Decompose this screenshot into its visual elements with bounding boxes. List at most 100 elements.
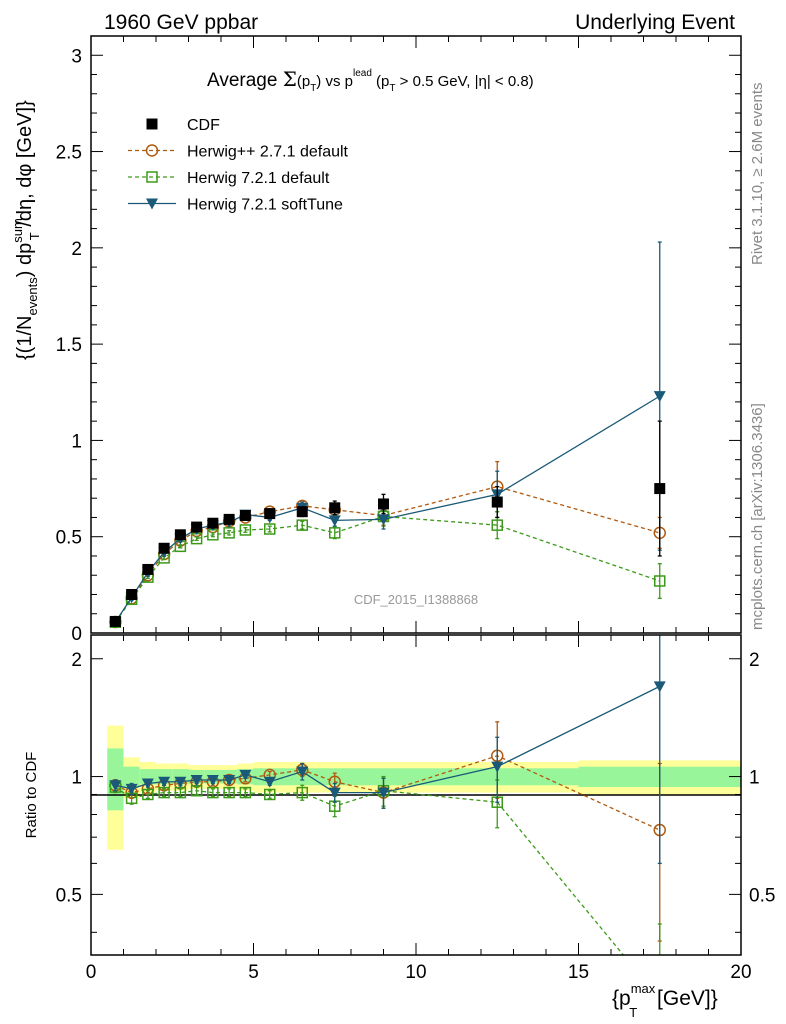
cdf-point (223, 513, 235, 525)
ratio-band-inner (123, 766, 140, 788)
x-tick-label: 20 (730, 962, 751, 983)
legend-label: Herwig 7.2.1 softTune (187, 197, 343, 214)
ratio-y-tick-label-right: 2 (749, 650, 760, 671)
ratio-1-point (207, 786, 219, 799)
x-tick-label: 5 (248, 962, 259, 983)
ratio-1-point (296, 786, 308, 799)
ratio-2-point (174, 776, 187, 788)
y-tick-label: 3 (71, 46, 82, 67)
cdf-point (191, 521, 203, 533)
ylabel-b: ) dp (14, 243, 36, 277)
cdf-point (158, 542, 170, 554)
ratio-2-point (296, 766, 309, 778)
watermark-label: CDF_2015_I1388868 (354, 592, 478, 607)
x-tick-label: 0 (86, 962, 97, 983)
y-axis-label: {(1/Nevents) dpsum T /dη, dφ [GeV]} (10, 100, 42, 360)
ratio-2-point (223, 774, 236, 786)
ratio-1-point (264, 788, 276, 801)
title-cut: (p (372, 73, 390, 90)
ratio-y-tick-label-right: 0.5 (749, 885, 775, 906)
cdf-point (126, 588, 138, 600)
ylabel-a: {(1/N (14, 316, 36, 360)
title-open: (p (297, 73, 310, 90)
y-tick-label: 1.5 (56, 335, 82, 356)
title-vs: vs p (321, 73, 353, 90)
legend-marker (146, 171, 158, 183)
ratio-2-point (239, 769, 252, 781)
ratio-2-point (206, 774, 219, 786)
ratio-2-point (141, 778, 154, 790)
cdf-point (142, 563, 154, 575)
x-tick-label: 10 (405, 962, 426, 983)
legend-label: Herwig 7.2.1 default (187, 170, 330, 187)
title-prefix: Average (207, 70, 283, 91)
axes: 0 5 10 15 20 0 0.5 1 1.5 2 2.5 3 0.5 0.5 1 1 2 2 (56, 35, 775, 983)
main-plot-area (109, 241, 666, 629)
ratio-2-point (190, 774, 203, 786)
series-1-point (654, 575, 666, 587)
series-1-point (491, 519, 503, 531)
x-tick-label: 15 (568, 962, 589, 983)
ratio-2-point (158, 776, 171, 788)
y-tick-label: 0 (71, 624, 82, 645)
title-sup-lead: lead (353, 68, 372, 79)
cdf-point (264, 508, 276, 520)
cdf-point (174, 529, 186, 541)
plot-title: Average Σ(pT) vs plead (pT > 0.5 GeV, |η… (207, 67, 534, 94)
title-cut-sub-t: T (389, 83, 395, 94)
ratio-line-1 (115, 786, 625, 955)
ratio-y-axis-label: Ratio to CDF (23, 752, 40, 839)
title-close: ) (316, 73, 321, 90)
ylabel-sub-t: T (27, 232, 42, 240)
cdf-point (207, 517, 219, 529)
cdf-point (491, 496, 503, 508)
ratio-1-point (239, 786, 252, 799)
xlabel-b: [GeV]} (651, 987, 718, 1010)
cdf-point (239, 510, 251, 522)
xlabel-a: {p (612, 987, 631, 1010)
series-1-point (264, 523, 276, 535)
ratio-2-point (377, 787, 390, 799)
ratio-2-point (109, 780, 122, 792)
cdf-point (378, 498, 389, 510)
ratio-2-point (263, 776, 276, 788)
title-sub-t: T (310, 83, 316, 94)
series-2-point (653, 391, 666, 403)
ratio-1-point (223, 786, 235, 799)
legend-marker (145, 144, 159, 157)
ratio-y-tick-label: 2 (71, 650, 82, 671)
rivet-label: Rivet 3.1.10, ≥ 2.6M events (749, 83, 766, 266)
legend-marker (146, 118, 158, 130)
ylabel-sub-events: events (25, 277, 40, 316)
cdf-point (109, 615, 121, 627)
ratio-y-tick-label: 1 (71, 768, 82, 789)
cdf-point (654, 483, 666, 495)
ratio-y-tick-label-right: 1 (749, 768, 760, 789)
mcplots-label: mcplots.cern.ch [arXiv:1306.3436] (749, 403, 766, 630)
ratio-2-point (328, 787, 341, 799)
series-1-point (296, 519, 308, 531)
ratio-2-point (653, 681, 666, 693)
ylabel-sup-sum: sum (10, 218, 25, 243)
ratio-y-tick-label: 0.5 (56, 885, 82, 906)
y-tick-label: 1 (71, 431, 82, 452)
ratio-2-point (125, 783, 138, 795)
x-axis-label: {pmax T [GeV]} (612, 981, 718, 1020)
legend-label: Herwig++ 2.7.1 default (187, 144, 349, 161)
series-2-point (377, 514, 390, 526)
header-left: 1960 GeV ppbar (104, 11, 258, 34)
ratio-2-point (491, 761, 504, 773)
header-right: Underlying Event (575, 11, 735, 34)
title-sigma: Σ (283, 67, 297, 91)
xlabel-sub-t: T (629, 1005, 637, 1020)
cdf-point (329, 502, 341, 514)
y-tick-label: 0.5 (56, 528, 82, 549)
series-1-point (329, 527, 341, 539)
cdf-point (296, 506, 308, 518)
series-2-point (328, 515, 341, 527)
title-cut-rest: > 0.5 GeV, |η| < 0.8) (396, 73, 534, 90)
xlabel-sup-max: max (631, 981, 656, 996)
ylabel-c: /dη, dφ [GeV]} (14, 100, 36, 232)
legend-label: CDF (187, 117, 220, 134)
